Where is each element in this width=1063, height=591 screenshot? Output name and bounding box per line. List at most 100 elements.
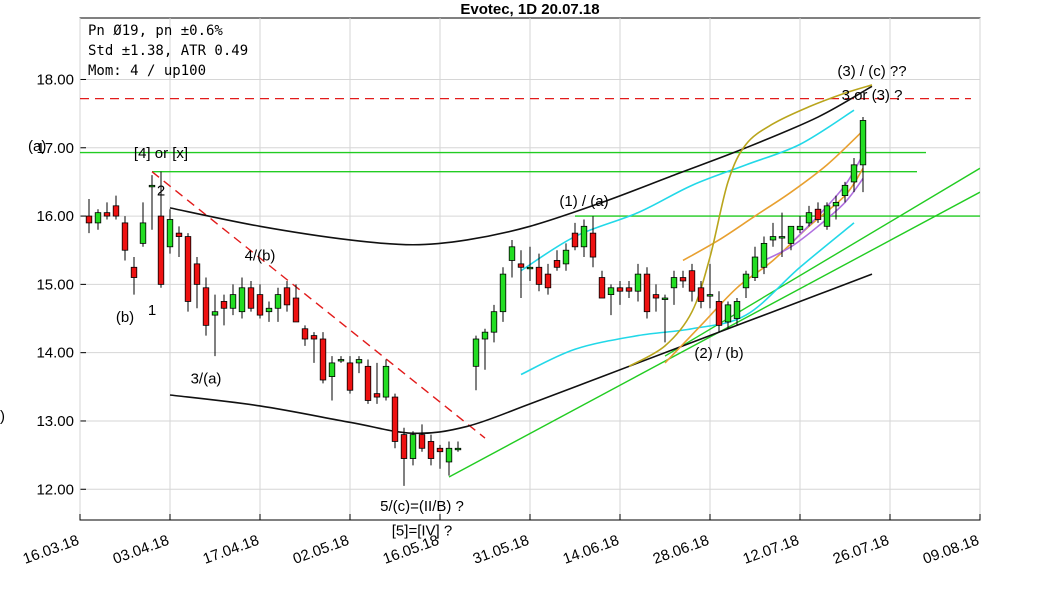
candle-body [337,359,345,362]
candle-body [238,287,246,313]
candle-body [130,266,138,278]
candle-body [157,215,165,285]
candle [391,393,399,449]
candle [499,267,507,322]
candle [382,359,390,401]
candle-body [652,294,660,299]
wave-annotation: 5/(c)=(II/B) ? [380,498,464,515]
y-tick-label: 17.00 [36,140,74,157]
candle [409,431,417,466]
candle-body [472,338,480,367]
candle [310,332,318,363]
candle [688,263,696,302]
candle-body [715,301,723,326]
x-tick-label: 03.04.18 [111,532,172,568]
candle [598,270,606,299]
candle-body [796,225,804,231]
wave-annotation: (3) / (c) ?? [837,63,906,80]
candle [193,257,201,309]
candle-body [364,365,372,401]
candle [778,212,786,258]
candle-body [94,212,102,224]
candle-body [787,225,795,244]
candle [490,304,498,343]
indicator-curve [628,84,873,368]
candle-body [436,447,444,453]
candle-body [841,184,849,196]
candle [715,291,723,333]
candle [454,441,462,452]
wave-annotation: 4/(b) [245,247,276,264]
y-tick-label: 16.00 [36,208,74,225]
candle [373,362,381,404]
candle-body [121,222,129,251]
candle-body [409,434,417,459]
candle [526,246,534,281]
candle [112,195,120,220]
candle-body [490,311,498,333]
y-tick-label: 15.00 [36,276,74,293]
candle [319,332,327,384]
left-margin-label: ) [0,408,5,425]
candle-body [247,287,255,309]
candle [238,277,246,319]
candle-body [553,260,561,268]
candle-body [499,273,507,313]
indicator-curve [169,273,873,435]
candle [607,284,615,316]
candle [481,328,489,370]
candle-body [625,287,633,292]
candle-body [670,277,678,289]
candle [130,257,138,295]
chart-title: Evotec, 1D 20.07.18 [460,1,599,18]
candle-body [706,294,714,297]
candle [265,301,273,322]
candle [202,277,210,336]
candle [301,325,309,346]
candle-body [283,287,291,306]
candle [562,243,570,271]
candle-body [328,362,336,377]
x-tick-label: 31.05.18 [471,532,532,568]
info-line: Mom: 4 / up100 [88,63,206,79]
candle-body [580,225,588,248]
candle [769,222,777,247]
candle [400,427,408,486]
candle [805,205,813,227]
info-line: Pn Ø19, pn ±0.6% [88,23,223,39]
candle-body [562,249,570,265]
indicator-curve [169,85,873,246]
candle-body [535,266,543,285]
candle-body [103,212,111,217]
candle-body [508,246,516,261]
candle [544,263,552,295]
candle [292,284,300,323]
candle-body [517,263,525,268]
indicator-curve [520,222,855,376]
candle [751,246,759,281]
wave-annotation: 2 [157,183,165,200]
wave-annotation: (b) [116,309,134,326]
trend-line [151,171,486,439]
candle-body [598,277,606,299]
candle [616,280,624,305]
candle-body [418,434,426,449]
x-tick-label: 09.08.18 [921,532,982,568]
candle [436,444,444,469]
x-tick-label: 14.06.18 [561,532,622,568]
candle [211,294,219,357]
candle [229,284,237,316]
candle [166,209,174,254]
candle [247,280,255,312]
candle [364,359,372,404]
candle-body [778,236,786,239]
candle [814,202,822,223]
y-tick-label: 18.00 [36,71,74,88]
candle-body [148,184,156,188]
candle [859,117,867,193]
candle [670,270,678,305]
candle-body [319,338,327,381]
candle-body [427,441,435,459]
candle [661,294,669,343]
candle-body [310,335,318,340]
